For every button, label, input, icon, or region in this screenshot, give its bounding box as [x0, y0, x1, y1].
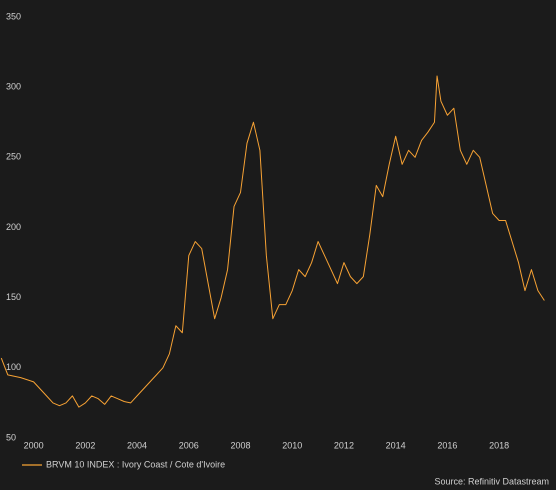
x-tick-label: 2004 [127, 440, 147, 450]
x-tick-label: 2016 [437, 440, 457, 450]
y-tick-label: 200 [6, 222, 21, 232]
y-tick-label: 50 [6, 432, 16, 442]
legend-label: BRVM 10 INDEX : Ivory Coast / Cote d'Ivo… [46, 459, 225, 469]
y-tick-label: 350 [6, 11, 21, 21]
x-tick-label: 2010 [282, 440, 302, 450]
x-tick-label: 2012 [334, 440, 354, 450]
y-tick-label: 250 [6, 152, 21, 162]
x-tick-label: 2002 [75, 440, 95, 450]
x-tick-label: 2006 [179, 440, 199, 450]
x-tick-label: 2014 [386, 440, 406, 450]
x-tick-label: 2018 [489, 440, 509, 450]
y-tick-label: 300 [6, 82, 21, 92]
source-note: Source: Refinitiv Datastream [434, 476, 549, 486]
x-tick-label: 2000 [24, 440, 44, 450]
y-tick-label: 100 [6, 362, 21, 372]
x-tick-label: 2008 [230, 440, 250, 450]
series-line [0, 75, 545, 408]
y-tick-label: 150 [6, 292, 21, 302]
